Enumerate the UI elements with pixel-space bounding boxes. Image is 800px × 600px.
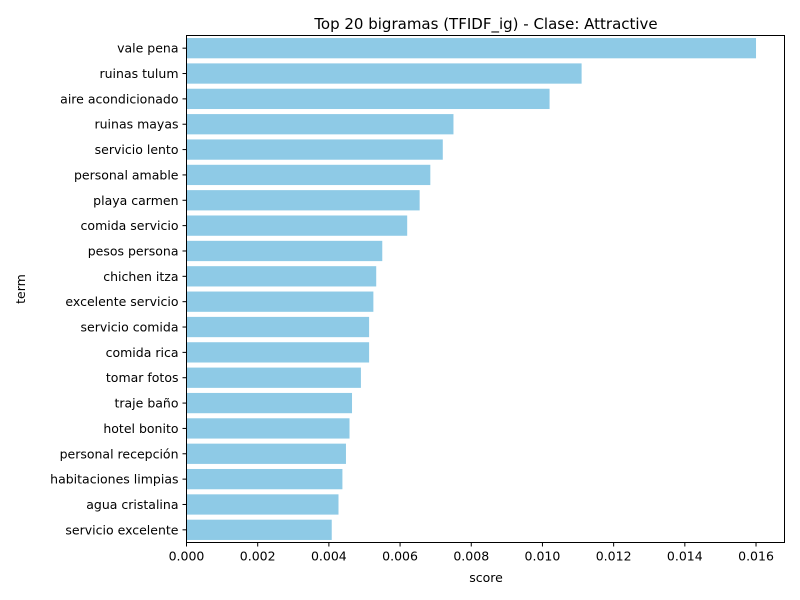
bar — [186, 367, 361, 388]
y-tick-label: ruinas mayas — [94, 117, 178, 132]
x-tick-label: 0.010 — [525, 549, 561, 564]
x-tick-label: 0.016 — [738, 549, 774, 564]
bar — [186, 468, 343, 490]
y-axis-ticks: vale pena ruinas tulum aire acondicionado r… — [50, 41, 187, 537]
bar — [186, 392, 353, 414]
y-tick-label: comida rica — [106, 345, 179, 360]
y-tick-label: tomar fotos — [106, 370, 179, 385]
bar — [186, 443, 346, 464]
y-tick-label: pesos persona — [88, 243, 179, 258]
bar — [186, 63, 582, 84]
x-axis-ticks: 0.000 0.002 0.004 0.006 0.008 0.010 0.012 0.014… — [169, 542, 774, 564]
y-tick-label: ruinas tulum — [100, 66, 179, 81]
bar — [186, 316, 370, 338]
x-tick-label: 0.004 — [311, 549, 347, 564]
y-tick-label: chichen itza — [103, 269, 178, 284]
x-tick-label: 0.012 — [596, 549, 632, 564]
x-tick-label: 0.000 — [169, 549, 205, 564]
x-tick-label: 0.006 — [382, 549, 418, 564]
y-tick-label: personal recepción — [60, 446, 179, 461]
y-tick-label: personal amable — [74, 167, 179, 182]
bar — [186, 418, 350, 439]
x-tick-label: 0.008 — [453, 549, 489, 564]
y-tick-label: servicio excelente — [65, 522, 178, 537]
bar — [186, 266, 377, 287]
y-tick-label: comida servicio — [81, 218, 179, 233]
bar — [186, 114, 454, 135]
y-tick-label: aire acondicionado — [60, 91, 178, 106]
bar — [186, 88, 550, 110]
bar — [186, 139, 443, 160]
bar — [186, 164, 431, 186]
bar — [186, 291, 374, 312]
bar — [186, 38, 757, 59]
y-tick-label: playa carmen — [93, 193, 178, 208]
bar — [186, 240, 383, 262]
y-tick-label: excelente servicio — [65, 294, 178, 309]
y-tick-label: vale pena — [117, 41, 178, 56]
y-tick-label: servicio comida — [81, 320, 179, 335]
bar — [186, 519, 332, 540]
y-axis-title: term — [13, 274, 28, 304]
bar — [186, 494, 339, 515]
bar — [186, 215, 408, 236]
y-tick-label: servicio lento — [95, 142, 179, 157]
bars-group — [186, 38, 757, 540]
x-tick-label: 0.014 — [667, 549, 703, 564]
bar — [186, 342, 370, 363]
x-tick-label: 0.002 — [240, 549, 276, 564]
x-axis-title: score — [469, 570, 503, 585]
chart-title: Top 20 bigramas (TFIDF_ig) - Clase: Attr… — [313, 15, 657, 34]
plot-frame — [186, 35, 785, 543]
y-tick-label: agua cristalina — [86, 497, 178, 512]
y-tick-label: traje baño — [114, 396, 178, 411]
bar — [186, 190, 420, 211]
y-tick-label: hotel bonito — [103, 421, 178, 436]
y-tick-label: habitaciones limpias — [50, 472, 178, 487]
